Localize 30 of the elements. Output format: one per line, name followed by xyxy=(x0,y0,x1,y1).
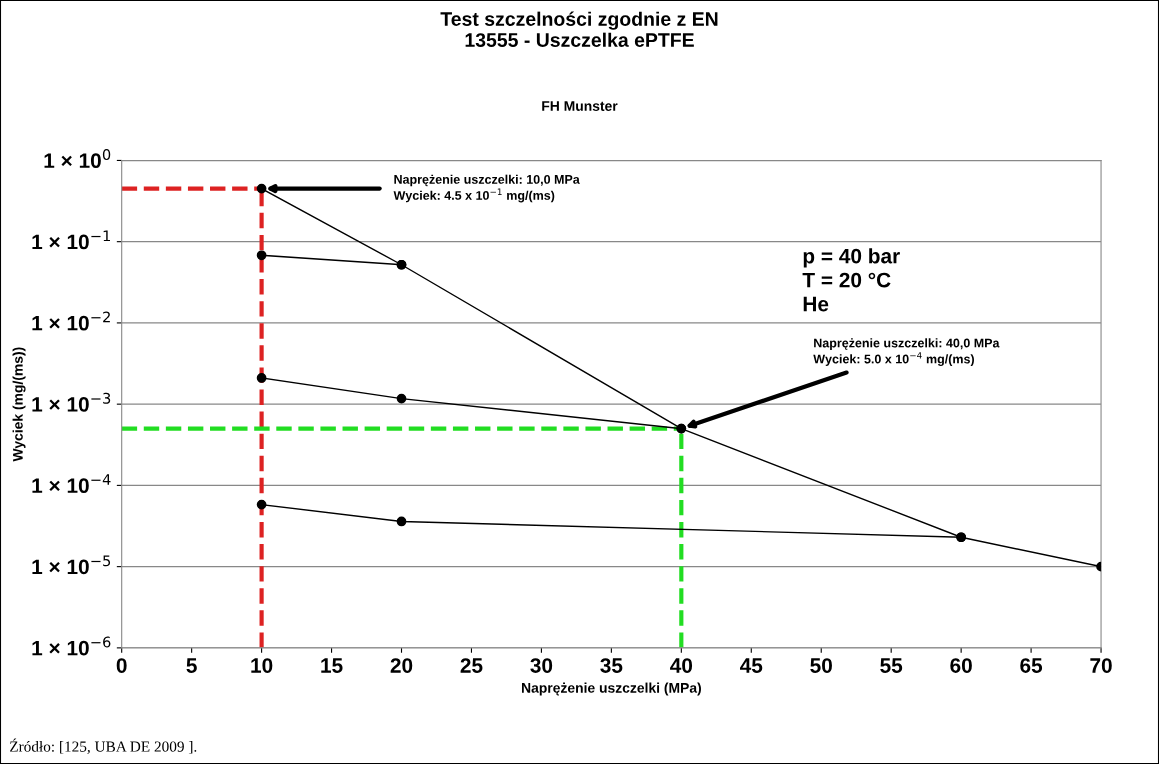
x-tick-label: 35 xyxy=(600,658,623,673)
x-tick-label: 10 xyxy=(251,658,273,673)
x-tick-label: 30 xyxy=(530,658,553,673)
y-tick-label: 1 × 10$^{−6}$ xyxy=(32,636,111,656)
annotation: Naprężenie uszczelki: 10,0 MPa Wyciek: 4.5 x 10$^{−1}$ mg/(ms) xyxy=(393,174,580,203)
x-tick-label: 25 xyxy=(460,658,483,673)
y-tick-label: 1 × 10$^{−1}$ xyxy=(32,230,110,250)
y-tick-label: 1 × 10$^{0}$ xyxy=(44,149,111,169)
x-tick-label: 15 xyxy=(321,658,343,673)
annotation: p = 40 bar T = 20 °C He xyxy=(802,248,900,312)
chart-subtitle: FH Munster xyxy=(542,101,618,111)
y-axis-title: Wyciek (mg/(ms)) xyxy=(12,347,26,462)
x-tick-label: 0 xyxy=(116,658,127,673)
x-tick-label: 45 xyxy=(740,658,763,673)
x-tick-label: 65 xyxy=(1020,658,1043,673)
chart-title: Test szczelności zgodnie z EN 13555 - Uszczelka ePTFE xyxy=(440,11,718,47)
x-tick-label: 50 xyxy=(810,658,832,673)
y-tick-label: 1 × 10$^{−4}$ xyxy=(32,474,111,494)
y-tick-label: 1 × 10$^{−2}$ xyxy=(32,311,110,331)
x-tick-label: 55 xyxy=(880,658,903,673)
y-tick-label: 1 × 10$^{−3}$ xyxy=(32,392,111,412)
x-tick-label: 20 xyxy=(390,658,413,673)
text: Źródło: [125, UBA DE 2009 ]. xyxy=(10,738,197,754)
x-tick-label: 70 xyxy=(1090,658,1112,673)
x-tick-label: 5 xyxy=(186,658,197,673)
y-tick-label: 1 × 10$^{−5}$ xyxy=(32,555,111,575)
x-tick-label: 60 xyxy=(950,658,972,673)
x-tick-label: 40 xyxy=(670,658,693,673)
annotation: Naprężenie uszczelki: 40,0 MPa Wyciek: 5.0 x 10$^{−4}$ mg/(ms) xyxy=(813,338,1000,366)
x-axis-title: Naprężenie uszczelki (MPa) xyxy=(522,682,701,696)
